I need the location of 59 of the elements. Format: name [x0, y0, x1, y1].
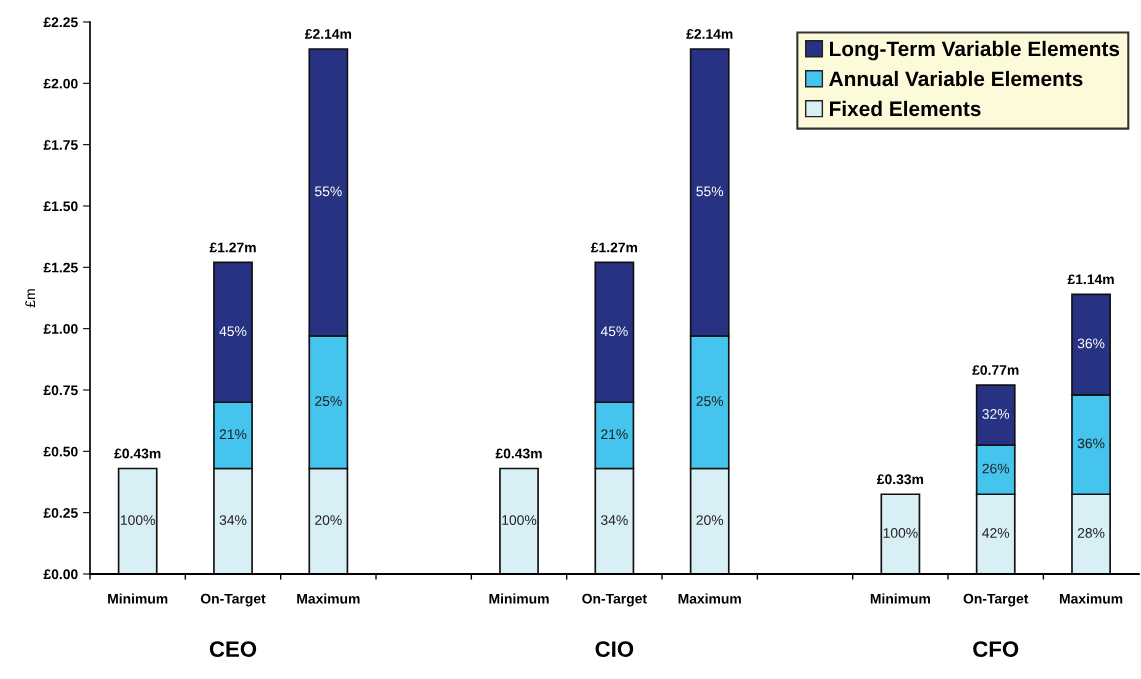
annotation: 100% — [120, 515, 155, 525]
total-label: £1.14m — [1067, 274, 1114, 285]
total-label: £1.27m — [590, 242, 638, 253]
x-tick-label: Minimum — [489, 593, 549, 604]
annotation: 36% — [1077, 438, 1105, 449]
y-tick-label: £1.50 — [43, 201, 78, 212]
y-tick-label: £1.00 — [43, 324, 78, 334]
text: CEO — [209, 641, 257, 657]
y-tick-label: £1.75 — [43, 140, 78, 150]
annotation: 25% — [696, 396, 724, 406]
annotation: 55% — [696, 186, 724, 197]
legend-label: Fixed Elements — [830, 100, 981, 117]
y-tick-label: £2.00 — [43, 78, 78, 89]
total-label: £0.33m — [876, 474, 924, 485]
annotation: 55% — [315, 186, 342, 197]
total-label: £2.14m — [304, 29, 352, 39]
y-tick-label: £0.00 — [43, 569, 78, 580]
total-label: £0.43m — [114, 448, 161, 459]
y-tick-label: £0.25 — [43, 508, 78, 518]
x-tick-label: Minimum — [870, 593, 930, 604]
legend-label: Long-Term Variable Elements — [830, 40, 1120, 61]
annotation: 21% — [219, 429, 247, 440]
bar — [117, 467, 158, 574]
annotation: 20% — [696, 515, 724, 525]
annotation: 45% — [600, 326, 628, 337]
x-tick-label: Maximum — [678, 593, 741, 604]
total-label: £2.14m — [686, 29, 733, 39]
annotation: 26% — [982, 463, 1010, 474]
annotation: 34% — [600, 515, 628, 525]
annotation: 36% — [1077, 338, 1105, 349]
annotation: 28% — [1077, 528, 1105, 538]
annotation: 25% — [315, 396, 342, 406]
annotation: 100% — [502, 515, 537, 525]
text: CIO — [595, 641, 634, 657]
total-label: £0.77m — [972, 365, 1019, 375]
x-tick-label: Maximum — [297, 593, 360, 604]
legend-label: Annual Variable Elements — [829, 70, 1083, 87]
annotation: 21% — [601, 429, 628, 440]
annotation: 32% — [982, 409, 1010, 419]
y-tick-label: £0.75 — [43, 385, 78, 396]
annotation: 100% — [883, 528, 918, 538]
y-tick-label: £1.25 — [43, 262, 78, 273]
x-tick-label: On-Target — [963, 593, 1029, 607]
annotation: 34% — [219, 515, 247, 525]
y-tick-label: £0.50 — [43, 446, 78, 457]
bar — [499, 467, 539, 574]
x-tick-label: On-Target — [582, 593, 647, 607]
annotation: 42% — [982, 528, 1010, 538]
text: CFO — [973, 641, 1019, 657]
annotation: 45% — [219, 326, 247, 337]
x-tick-label: Maximum — [1059, 593, 1123, 604]
x-tick-label: Minimum — [108, 593, 168, 604]
total-label: £1.27m — [209, 242, 256, 253]
bar — [880, 493, 921, 574]
total-label: £0.43m — [495, 448, 542, 459]
y-tick-label: £2.25 — [43, 17, 78, 28]
x-tick-label: On-Target — [200, 593, 266, 607]
annotation: 20% — [315, 515, 342, 525]
y-axis-title: £m — [25, 289, 35, 308]
